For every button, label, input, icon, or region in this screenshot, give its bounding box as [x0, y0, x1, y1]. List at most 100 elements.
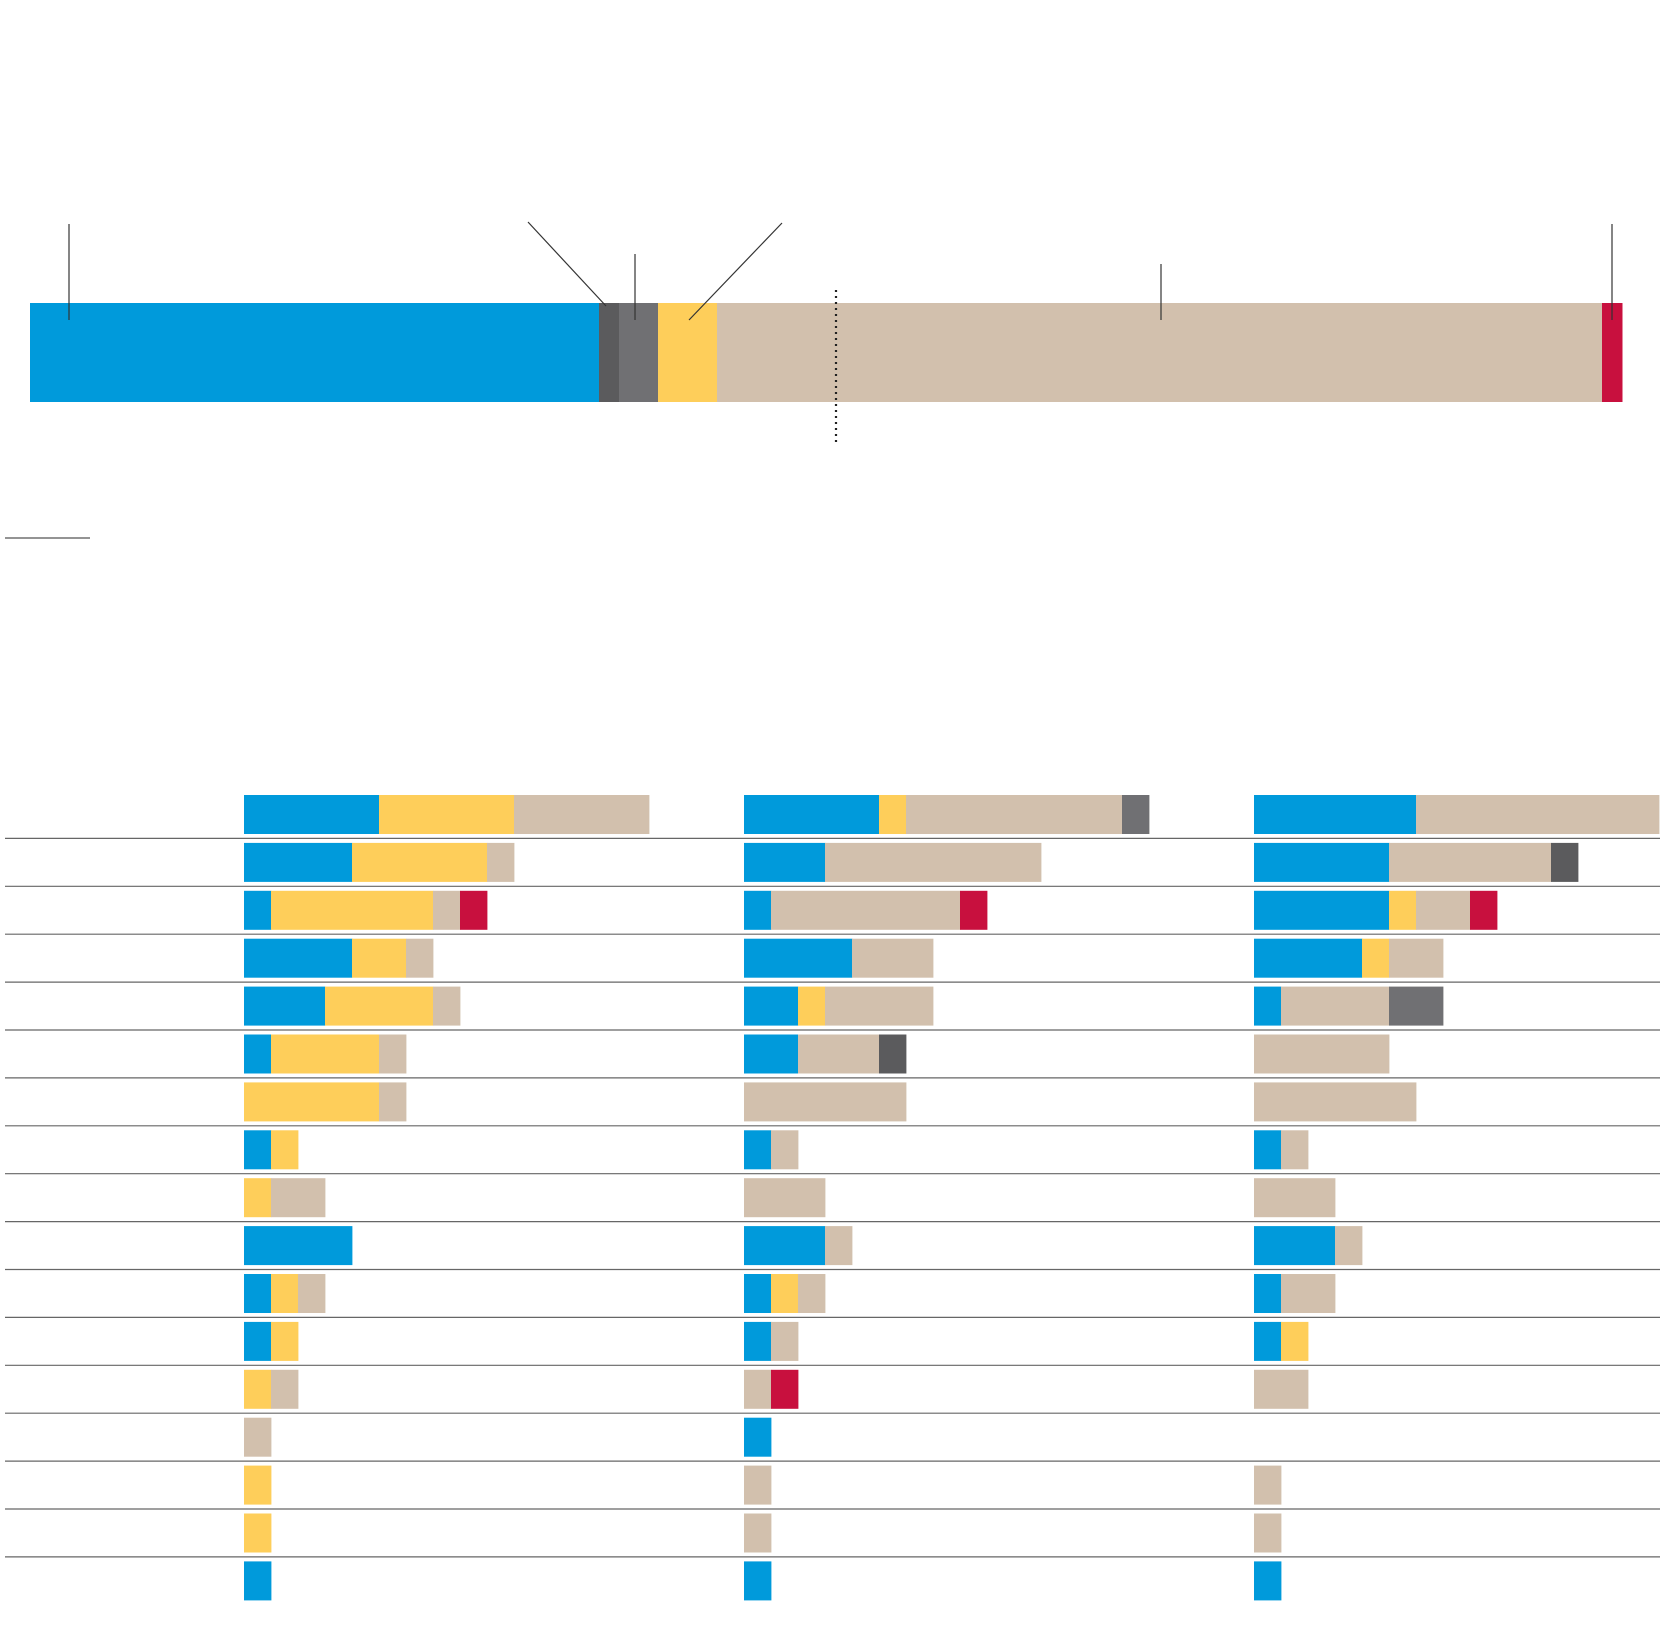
- bar-segment-beige: [298, 1274, 326, 1313]
- summary-segment-red: [1602, 303, 1623, 402]
- bar-segment-yellow: [244, 1082, 380, 1122]
- bar-segment-beige: [406, 938, 434, 978]
- bar-segment-yellow: [1362, 938, 1390, 978]
- bar-segment-beige: [1254, 1082, 1417, 1122]
- bar-segment-beige: [1389, 842, 1552, 882]
- bar-segment-yellow: [325, 986, 434, 1026]
- bar-segment-blue: [1254, 1321, 1282, 1361]
- bar-segment-blue: [744, 986, 799, 1026]
- bar-segment-blue: [744, 1417, 772, 1457]
- bar-segment-blue: [744, 1130, 772, 1170]
- bar-segment-yellow: [271, 1130, 299, 1170]
- panel-1: [244, 795, 650, 1601]
- bar-segment-blue: [244, 842, 353, 882]
- bar-segment-red: [460, 890, 488, 930]
- bar-segment-red: [960, 890, 988, 930]
- bar-segment-blue: [244, 1130, 272, 1170]
- bar-segment-beige: [244, 1417, 272, 1457]
- bar-segment-yellow: [352, 938, 407, 978]
- bar-segment-blue: [244, 1274, 272, 1313]
- bar-segment-beige: [771, 1130, 799, 1170]
- bar-segment-blue: [244, 1321, 272, 1361]
- bar-segment-blue: [744, 1321, 772, 1361]
- bar-segment-blue: [744, 1034, 799, 1074]
- summary-segment-yellow: [658, 303, 718, 402]
- bar-segment-beige: [825, 842, 1042, 882]
- bar-segment-yellow: [271, 890, 434, 930]
- summary-stacked-bar: [30, 221, 1623, 446]
- bar-segment-blue: [744, 938, 853, 978]
- bar-segment-beige: [852, 938, 934, 978]
- callout-line-dark_gray: [527, 221, 607, 307]
- bar-segment-red: [1470, 890, 1498, 930]
- bar-segment-blue: [744, 842, 826, 882]
- bar-segment-beige: [906, 795, 1123, 834]
- bar-segment-beige: [771, 890, 961, 930]
- summary-segment-blue: [30, 303, 600, 402]
- bar-segment-beige: [1281, 1274, 1336, 1313]
- bar-segment-beige: [1389, 938, 1444, 978]
- bar-segment-beige: [744, 1465, 772, 1505]
- bar-segment-beige: [271, 1369, 299, 1409]
- bar-segment-dark_gray: [1551, 842, 1579, 882]
- bar-segment-blue: [1254, 1274, 1282, 1313]
- bar-segment-beige: [825, 986, 934, 1026]
- summary-segment-gray: [619, 303, 659, 402]
- bar-segment-beige: [771, 1321, 799, 1361]
- bar-segment-gray: [1122, 795, 1150, 834]
- bar-segment-beige: [744, 1513, 772, 1553]
- bar-segment-beige: [514, 795, 650, 834]
- bar-segment-yellow: [271, 1321, 299, 1361]
- bar-segment-beige: [1254, 1465, 1282, 1505]
- bar-segment-blue: [1254, 1130, 1282, 1170]
- bar-segment-beige: [744, 1369, 772, 1409]
- bar-segment-beige: [798, 1274, 826, 1313]
- bar-segment-yellow: [244, 1369, 272, 1409]
- bar-segment-beige: [798, 1034, 880, 1074]
- bar-segment-beige: [1416, 890, 1471, 930]
- bar-segment-blue: [1254, 890, 1390, 930]
- bar-segment-blue: [1254, 795, 1417, 834]
- summary-segment-beige: [717, 303, 1603, 402]
- bar-segment-yellow: [1389, 890, 1417, 930]
- bar-segment-yellow: [798, 986, 826, 1026]
- bar-segment-gray: [1389, 986, 1444, 1026]
- bar-segment-yellow: [271, 1274, 299, 1313]
- bar-segment-dark_gray: [879, 1034, 907, 1074]
- bar-segment-yellow: [1281, 1321, 1309, 1361]
- panel-3: [1254, 795, 1660, 1601]
- bar-segment-blue: [244, 1226, 353, 1266]
- summary-segment-dark_gray: [599, 303, 620, 402]
- bar-segment-yellow: [379, 795, 515, 834]
- small-multiples: [5, 795, 1660, 1601]
- bar-segment-beige: [1254, 1178, 1336, 1218]
- bar-segment-blue: [244, 795, 380, 834]
- bar-segment-blue: [744, 1561, 772, 1601]
- bar-segment-blue: [244, 1561, 272, 1601]
- bar-segment-yellow: [244, 1513, 272, 1553]
- bar-segment-beige: [1281, 986, 1390, 1026]
- bar-segment-yellow: [771, 1274, 799, 1313]
- bar-segment-yellow: [244, 1178, 272, 1218]
- bar-segment-red: [771, 1369, 799, 1409]
- bar-segment-beige: [1254, 1513, 1282, 1553]
- bar-segment-beige: [1281, 1130, 1309, 1170]
- bar-segment-blue: [1254, 1226, 1336, 1266]
- bar-segment-blue: [744, 795, 880, 834]
- bar-segment-blue: [1254, 842, 1390, 882]
- bar-segment-beige: [1254, 1034, 1390, 1074]
- bar-segment-yellow: [879, 795, 907, 834]
- bar-segment-blue: [744, 1274, 772, 1313]
- panel-2: [744, 795, 1150, 1601]
- bar-segment-blue: [244, 890, 272, 930]
- bar-segment-blue: [744, 1226, 826, 1266]
- bar-segment-blue: [1254, 938, 1363, 978]
- bar-segment-beige: [379, 1034, 407, 1074]
- bar-segment-beige: [825, 1226, 853, 1266]
- bar-segment-beige: [379, 1082, 407, 1122]
- bar-segment-beige: [433, 986, 461, 1026]
- callout-line-yellow: [688, 222, 783, 321]
- bar-segment-beige: [1416, 795, 1660, 834]
